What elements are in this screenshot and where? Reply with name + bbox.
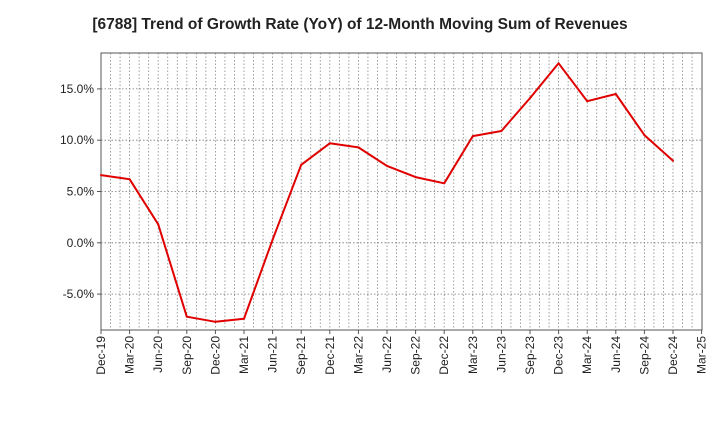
y-tick-label: 5.0% — [67, 185, 95, 199]
x-tick-label: Jun-21 — [266, 336, 280, 373]
x-tick-label: Jun-20 — [151, 336, 165, 373]
y-tick-label: -5.0% — [63, 287, 95, 301]
data-point — [243, 317, 245, 320]
x-tick-label: Sep-21 — [294, 336, 308, 375]
data-point — [300, 163, 303, 166]
chart-title: [6788] Trend of Growth Rate (YoY) of 12-… — [92, 16, 628, 33]
x-tick-label: Sep-22 — [409, 336, 423, 375]
x-tick-label: Dec-19 — [94, 336, 108, 375]
data-point — [586, 100, 589, 103]
data-point — [614, 93, 617, 95]
data-point — [471, 135, 474, 138]
y-tick-label: 10.0% — [60, 133, 94, 147]
data-point — [185, 315, 188, 318]
y-tick-label: 15.0% — [60, 82, 94, 96]
x-tick-label: Dec-21 — [323, 336, 337, 375]
data-point — [157, 223, 160, 226]
y-tick-label: 0.0% — [67, 236, 95, 250]
x-tick-label: Jun-23 — [494, 336, 508, 373]
data-point — [214, 320, 217, 323]
x-tick-label: Mar-24 — [580, 336, 594, 374]
x-tick-label: Mar-21 — [237, 336, 251, 374]
x-tick-label: Dec-24 — [666, 336, 680, 375]
x-tick-label: Jun-22 — [380, 336, 394, 373]
data-point — [100, 174, 102, 177]
grid — [101, 53, 702, 330]
data-point — [500, 130, 503, 132]
x-tick-labels: Dec-19 Mar-20 Jun-20 Sep-20 Dec-20 Mar-21 Jun-… — [94, 336, 709, 375]
data-point — [386, 164, 388, 167]
data-point — [529, 97, 531, 100]
x-tick-label: Mar-20 — [123, 336, 137, 374]
data-point — [357, 146, 360, 149]
series — [100, 62, 674, 323]
x-tick-label: Dec-23 — [552, 336, 566, 375]
y-tick-labels: -5.0% 0.0% 5.0% 10.0% 15.0% — [60, 82, 94, 301]
axes — [97, 52, 703, 334]
x-tick-label: Dec-20 — [208, 336, 222, 375]
data-point — [557, 62, 560, 65]
x-tick-label: Mar-22 — [351, 336, 365, 374]
data-point — [414, 176, 417, 179]
x-tick-label: Mar-23 — [466, 336, 480, 374]
data-point — [643, 134, 646, 137]
x-tick-label: Sep-20 — [180, 336, 194, 375]
x-tick-label: Jun-24 — [609, 336, 623, 373]
data-point — [443, 182, 446, 185]
data-point — [672, 159, 674, 162]
x-tick-label: Dec-22 — [437, 336, 451, 375]
data-point — [271, 238, 274, 241]
data-point — [328, 142, 331, 145]
x-tick-label: Mar-25 — [695, 336, 709, 374]
data-point — [128, 178, 131, 181]
x-tick-label: Sep-24 — [637, 336, 651, 375]
x-tick-label: Sep-23 — [523, 336, 537, 375]
